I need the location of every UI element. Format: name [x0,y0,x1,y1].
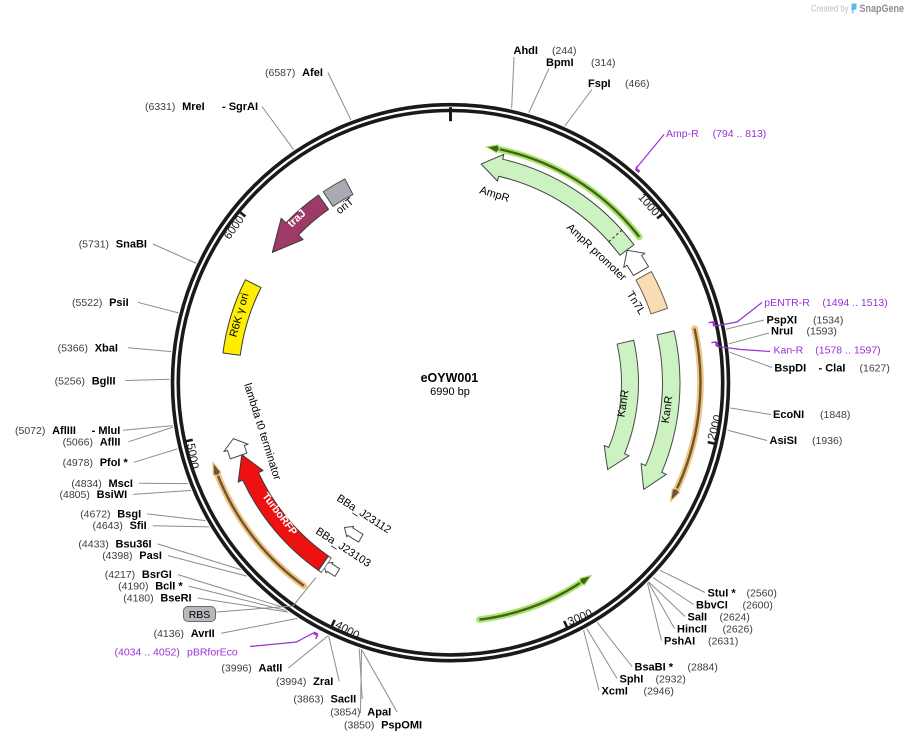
svg-text:(2884): (2884) [688,662,718,674]
svg-text:Created by: Created by [811,4,849,14]
svg-text:(1534): (1534) [813,315,843,327]
svg-text:PspOMI: PspOMI [381,720,422,732]
svg-text:AatII: AatII [259,663,283,675]
svg-text:(5066): (5066) [63,436,93,448]
svg-text:Kan-R: Kan-R [774,345,804,357]
svg-text:(2631): (2631) [708,636,738,648]
svg-text:(2946): (2946) [644,686,674,698]
svg-text:PasI: PasI [139,550,162,562]
svg-text:BseRI: BseRI [160,593,191,605]
svg-text:PsiI: PsiI [109,297,129,309]
svg-text:(4217): (4217) [105,569,135,581]
svg-text:(2560): (2560) [747,588,777,600]
svg-text:(4180): (4180) [123,593,153,605]
svg-text:(2626): (2626) [723,624,753,636]
svg-text:KanR: KanR [615,389,631,418]
svg-text:ApaI: ApaI [367,707,391,719]
svg-text:XcmI: XcmI [602,686,628,698]
svg-text:(6587): (6587) [265,67,295,79]
svg-text:SalI: SalI [688,612,708,624]
svg-text:(314): (314) [591,57,616,69]
svg-text:AsiSI: AsiSI [770,435,798,447]
svg-text:(5366): (5366) [58,342,88,354]
svg-text:(6331): (6331) [145,101,175,113]
svg-text:SnapGene: SnapGene [860,3,905,15]
svg-text:(4643): (4643) [93,520,123,532]
svg-text:PfoI *: PfoI * [100,457,129,469]
svg-text:NruI: NruI [771,325,793,337]
svg-text:EcoNI: EcoNI [773,409,804,421]
svg-text:(1936): (1936) [812,435,842,447]
svg-text:StuI *: StuI * [708,588,737,600]
svg-text:SacII: SacII [331,694,357,706]
svg-text:PshAI: PshAI [664,636,695,648]
svg-text:(1593): (1593) [807,325,837,337]
svg-text:pENTR-R: pENTR-R [764,297,810,309]
svg-text:AflII: AflII [100,436,121,448]
svg-text:(1494 .. 1513): (1494 .. 1513) [822,297,887,309]
svg-text:BclI *: BclI * [155,581,183,593]
svg-text:(4136): (4136) [154,628,184,640]
svg-text:- MluI: - MluI [92,425,121,437]
svg-text:ZraI: ZraI [313,676,333,688]
svg-text:eOYW001: eOYW001 [421,371,479,385]
svg-text:BspDI: BspDI [774,363,806,375]
svg-text:6990 bp: 6990 bp [430,386,470,398]
svg-text:(2932): (2932) [656,674,686,686]
svg-text:AflIII: AflIII [52,425,76,437]
svg-text:(794 .. 813): (794 .. 813) [713,128,767,140]
svg-text:BpmI: BpmI [546,57,574,69]
svg-text:AvrII: AvrII [191,628,215,640]
svg-text:pBRforEco: pBRforEco [187,647,238,659]
svg-text:SfiI: SfiI [130,520,147,532]
svg-text:(3996): (3996) [221,663,251,675]
svg-text:FspI: FspI [588,78,611,90]
svg-text:AfeI: AfeI [302,67,323,79]
svg-text:(5522): (5522) [72,297,102,309]
svg-text:XbaI: XbaI [95,342,118,354]
svg-text:(4978): (4978) [63,457,93,469]
svg-text:HincII: HincII [677,624,707,636]
svg-text:(4398): (4398) [102,550,132,562]
svg-text:(1627): (1627) [860,363,890,375]
svg-text:BsiWI: BsiWI [97,489,128,501]
svg-text:(2624): (2624) [720,612,750,624]
svg-text:- SgrAI: - SgrAI [222,101,258,113]
svg-text:(4834): (4834) [71,478,101,490]
svg-text:SnaBI: SnaBI [116,238,147,250]
svg-text:AhdI: AhdI [514,45,538,57]
svg-text:(2600): (2600) [743,600,773,612]
svg-text:PspXI: PspXI [767,315,798,327]
svg-text:(5256): (5256) [55,376,85,388]
svg-text:(466): (466) [625,78,650,90]
svg-text:(4805): (4805) [60,489,90,501]
svg-text:BsgI: BsgI [117,508,141,520]
svg-text:5000: 5000 [184,443,200,470]
svg-text:(4034 .. 4052): (4034 .. 4052) [115,647,180,659]
svg-text:(4672): (4672) [80,508,110,520]
svg-text:(5072): (5072) [15,425,45,437]
svg-text:KanR: KanR [660,395,676,424]
svg-text:MscI: MscI [109,478,133,490]
svg-text:SphI: SphI [620,674,644,686]
svg-text:(3850): (3850) [344,720,374,732]
svg-text:BglII: BglII [92,376,116,388]
svg-text:Bsu36I: Bsu36I [116,538,152,550]
svg-text:- ClaI: - ClaI [819,363,846,375]
svg-text:BbvCI: BbvCI [696,600,728,612]
svg-text:(5731): (5731) [79,238,109,250]
svg-text:(3994): (3994) [276,676,306,688]
svg-text:(1578 .. 1597): (1578 .. 1597) [815,345,880,357]
svg-text:MreI: MreI [182,101,205,113]
svg-text:(4433): (4433) [78,538,108,550]
svg-text:(3854): (3854) [330,707,360,719]
svg-text:(4190): (4190) [118,581,148,593]
svg-text:Amp-R: Amp-R [666,128,699,140]
svg-text:(1848): (1848) [820,409,850,421]
svg-text:(3863): (3863) [293,694,323,706]
svg-text:BsrGI: BsrGI [142,569,172,581]
svg-text:BsaBI *: BsaBI * [635,662,674,674]
svg-text:(244): (244) [552,45,577,57]
svg-text:RBS: RBS [189,609,211,621]
